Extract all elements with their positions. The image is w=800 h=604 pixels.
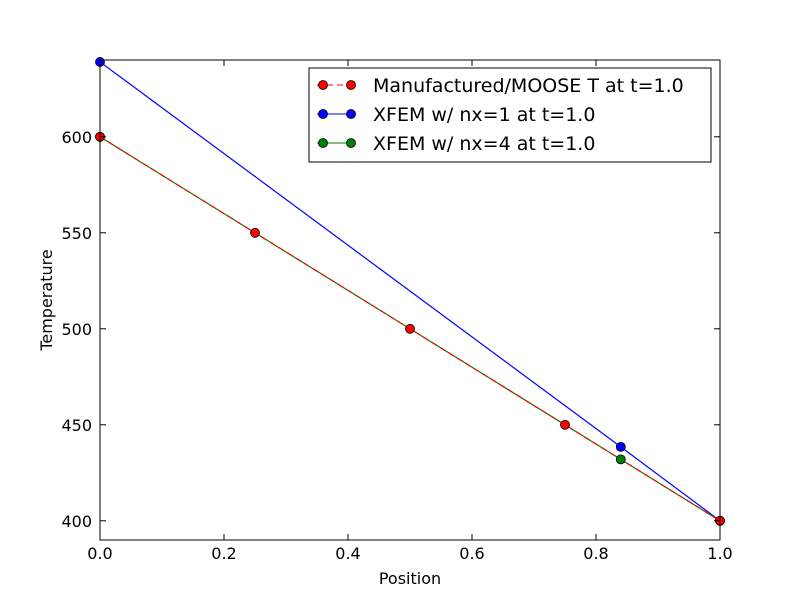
y-tick-label: 550 bbox=[61, 224, 92, 243]
legend-label-xfem-nx1: XFEM w/ nx=1 at t=1.0 bbox=[373, 104, 595, 126]
y-tick-label: 450 bbox=[61, 416, 92, 435]
legend-marker bbox=[346, 138, 356, 148]
x-axis-label: Position bbox=[379, 569, 441, 588]
x-tick-label: 0.0 bbox=[87, 544, 112, 563]
data-point bbox=[560, 419, 570, 430]
data-point bbox=[615, 441, 626, 452]
data-point bbox=[250, 227, 260, 238]
y-axis-label: Temperature bbox=[37, 249, 56, 351]
x-tick-label: 0.6 bbox=[459, 544, 484, 563]
legend-marker bbox=[346, 80, 356, 90]
legend-entry: XFEM w/ nx=4 at t=1.0 bbox=[317, 133, 595, 155]
x-tick-label: 0.2 bbox=[211, 544, 236, 563]
legend-label-manufactured: Manufactured/MOOSE T at t=1.0 bbox=[373, 75, 684, 97]
y-tick-label: 400 bbox=[61, 512, 92, 531]
legend-marker bbox=[318, 80, 328, 90]
legend-marker bbox=[318, 138, 328, 148]
legend-box bbox=[308, 67, 712, 163]
series-layer bbox=[95, 57, 725, 526]
y-tick-label: 600 bbox=[61, 128, 92, 147]
data-point bbox=[405, 323, 415, 334]
legend-marker bbox=[318, 109, 328, 119]
legend-entry: XFEM w/ nx=1 at t=1.0 bbox=[317, 104, 595, 126]
x-tick-label: 1.0 bbox=[707, 544, 732, 563]
legend: Manufactured/MOOSE T at t=1.0 XFEM w/ nx… bbox=[308, 67, 712, 163]
legend-label-xfem-nx4: XFEM w/ nx=4 at t=1.0 bbox=[373, 133, 595, 155]
legend-entry: Manufactured/MOOSE T at t=1.0 bbox=[317, 75, 684, 97]
data-point bbox=[615, 454, 626, 465]
y-tick-label: 500 bbox=[61, 320, 92, 339]
x-tick-label: 0.8 bbox=[583, 544, 608, 563]
plot-frame bbox=[99, 59, 721, 541]
legend-marker bbox=[346, 109, 356, 119]
x-tick-label: 0.4 bbox=[335, 544, 360, 563]
ticks-layer: 0.0 0.2 0.4 0.6 0.8 1.0 400 450 500 550 600 bbox=[61, 60, 733, 563]
